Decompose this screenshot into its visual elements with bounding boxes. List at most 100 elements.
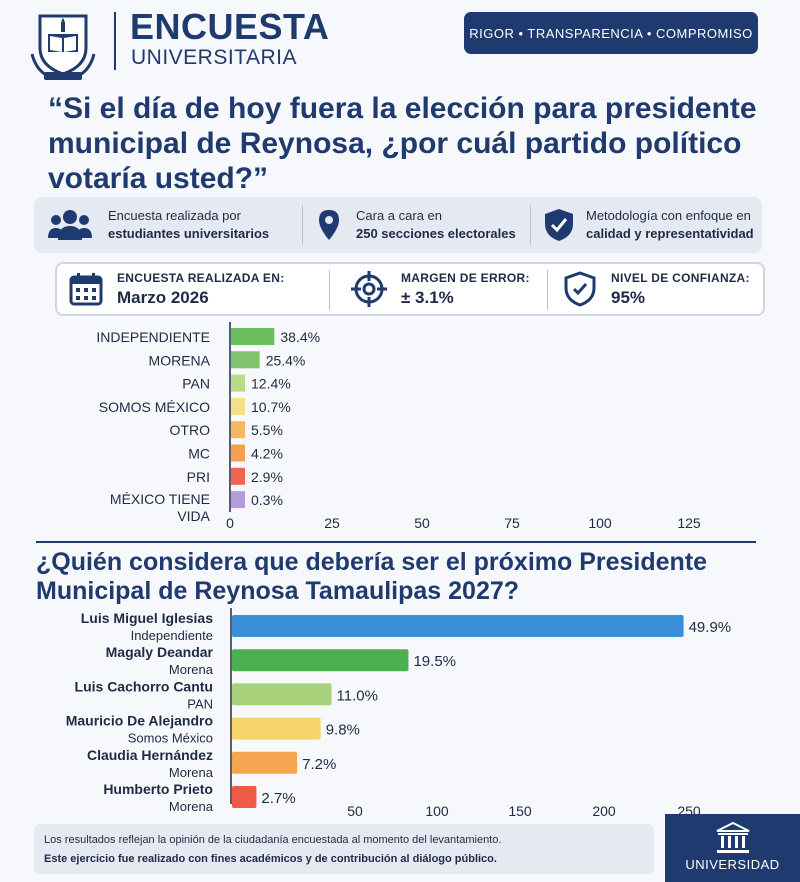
candidate-name: Claudia Hernández (87, 747, 213, 763)
candidate-name: Humberto Prieto (103, 781, 213, 797)
stats-divider (547, 270, 548, 310)
info-line2: calidad y representatividad (586, 226, 754, 241)
section-divider (36, 541, 756, 543)
university-crest-icon (30, 14, 96, 80)
bar (232, 786, 257, 808)
data-label: 12.4% (251, 376, 291, 392)
x-tick-label: 200 (592, 803, 616, 819)
party-preference-chart: 38.4% INDEPENDIENTE 25.4% MORENA 12.4% PAN 10.… (96, 322, 701, 531)
stat-value: 95% (611, 287, 646, 307)
data-label: 2.9% (251, 469, 283, 485)
info-item-sections: Cara a cara en 250 secciones electorales (318, 197, 516, 253)
shield-check-icon (564, 271, 596, 307)
info-line2: 250 secciones electorales (356, 226, 516, 241)
bar (232, 751, 298, 774)
x-tick-label: 0 (226, 515, 234, 531)
stat-label: NIVEL DE CONFIANZA: (611, 270, 750, 285)
category-label: MC (188, 446, 210, 462)
data-label: 19.5% (413, 653, 456, 670)
info-item-methodology: Metodología con enfoque en calidad y rep… (544, 197, 754, 253)
data-label: 49.9% (689, 619, 732, 636)
location-pin-icon (319, 210, 339, 240)
x-tick-label: 75 (504, 515, 520, 531)
info-line1: Cara a cara en (356, 208, 442, 223)
category-label: SOMOS MÉXICO (99, 399, 210, 415)
bar (232, 649, 409, 672)
bar (232, 717, 321, 740)
category-label: PAN (182, 376, 210, 392)
category-label: MORENA (149, 352, 211, 368)
bar (231, 328, 275, 345)
data-label: 11.0% (337, 687, 378, 704)
candidate-party: PAN (187, 696, 213, 711)
info-bar: Encuesta realizada por estudiantes unive… (34, 197, 762, 253)
people-icon (48, 210, 92, 240)
candidate-party: Morena (169, 765, 214, 780)
bar (232, 615, 684, 637)
bar (231, 444, 245, 462)
stat-confidence: NIVEL DE CONFIANZA: 95% (563, 264, 750, 314)
info-line1: Encuesta realizada por (108, 208, 241, 223)
x-tick-label: 100 (425, 803, 449, 819)
brand-subtitle: UNIVERSITARIA (131, 46, 297, 69)
info-line1: Metodología con enfoque en (586, 208, 751, 223)
data-label: 7.2% (302, 756, 336, 773)
x-tick-label: 25 (324, 515, 340, 531)
x-tick-label: 100 (588, 515, 612, 531)
candidate-party: Somos México (128, 731, 213, 746)
candidate-name: Mauricio De Alejandro (66, 713, 213, 729)
candidate-party: Morena (169, 799, 214, 814)
shield-check-icon (545, 209, 573, 241)
x-tick-label: 125 (677, 515, 701, 531)
data-label: 9.8% (326, 722, 360, 739)
university-label: UNIVERSIDAD (685, 857, 780, 872)
category-label: PRI (187, 469, 210, 485)
x-tick-label: 150 (508, 803, 532, 819)
bar (231, 374, 246, 392)
category-label: VIDA (177, 508, 210, 524)
bar (231, 421, 245, 439)
stat-label: ENCUESTA REALIZADA EN: (117, 270, 285, 285)
info-item-students: Encuesta realizada por estudiantes unive… (48, 197, 269, 253)
x-tick-label: 50 (347, 803, 363, 819)
question-2-title: ¿Quién considera que debería ser el próx… (36, 548, 708, 605)
data-label: 10.7% (251, 399, 291, 415)
university-badge: UNIVERSIDAD (665, 814, 800, 882)
candidate-party: Morena (169, 662, 214, 677)
candidate-name: Magaly Deandar (106, 644, 214, 660)
data-label: 2.7% (261, 790, 295, 807)
data-label: 25.4% (266, 352, 306, 368)
candidate-party: Independiente (131, 628, 213, 643)
tagline-badge: RIGOR • TRANSPARENCIA • COMPROMISO (464, 12, 758, 54)
category-label: MÉXICO TIENE (110, 491, 210, 507)
header: ENCUESTA UNIVERSITARIA RIGOR • TRANSPARE… (0, 0, 800, 85)
candidate-name: Luis Cachorro Cantu (75, 678, 213, 694)
candidate-preference-chart: 49.9% Luis Miguel Iglesias Independiente 19… (66, 608, 732, 819)
category-label: INDEPENDIENTE (96, 329, 210, 345)
building-columns-icon (716, 822, 750, 853)
bar (231, 397, 245, 415)
info-line2: estudiantes universitarios (108, 226, 270, 241)
data-label: 0.3% (251, 492, 283, 508)
info-divider (530, 205, 531, 245)
stat-margin: MARGEN DE ERROR: ± 3.1% (349, 264, 530, 314)
target-icon (351, 271, 387, 307)
stat-date: ENCUESTA REALIZADA EN: Marzo 2026 (69, 264, 285, 314)
footer-line1: Los resultados reflejan la opinión de la… (44, 834, 502, 846)
stat-value: ± 3.1% (401, 287, 454, 307)
calendar-icon (69, 273, 103, 306)
stat-label: MARGEN DE ERROR: (401, 270, 530, 285)
bar (231, 351, 260, 369)
info-divider (302, 205, 303, 245)
category-label: OTRO (170, 422, 211, 438)
stats-divider (329, 270, 330, 310)
bar (231, 491, 245, 509)
footer-note: Los resultados reflejan la opinión de la… (34, 824, 654, 874)
question-1-title: “Si el día de hoy fuera la elección para… (48, 92, 757, 195)
data-label: 4.2% (251, 446, 283, 462)
candidate-name: Luis Miguel Iglesias (81, 610, 213, 626)
brand-title: ENCUESTA (130, 6, 330, 47)
data-label: 5.5% (251, 422, 283, 438)
bar (231, 467, 245, 485)
x-tick-label: 50 (414, 515, 430, 531)
